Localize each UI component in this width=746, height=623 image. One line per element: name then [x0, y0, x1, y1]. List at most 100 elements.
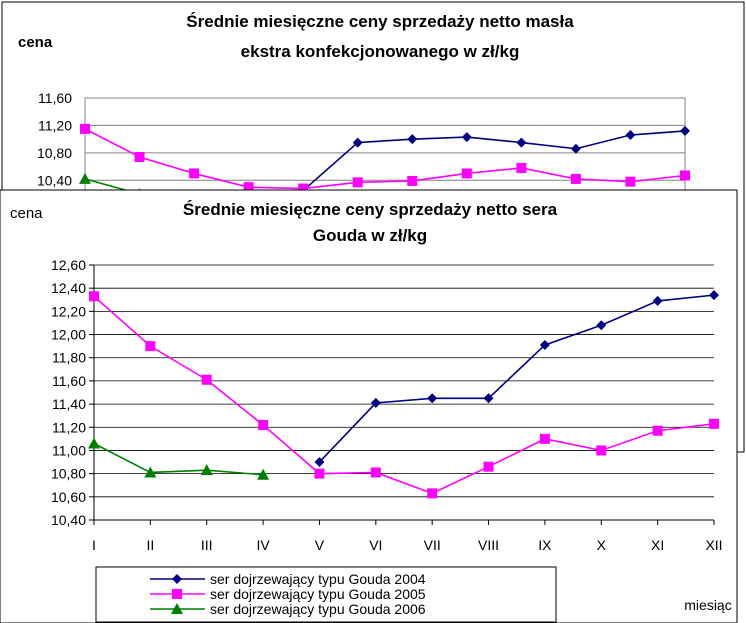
gouda-series-0-point: [652, 295, 663, 306]
butter-series-1-point: [680, 170, 690, 181]
butter-chart-title-line2: ekstra konfekcjonowanego w zł/kg: [241, 42, 520, 61]
gouda-axes: [93, 265, 714, 521]
butter-series-1-point: [80, 123, 90, 134]
gouda-chart-frame: [0, 189, 738, 623]
legend-marker-icon: [171, 603, 183, 614]
butter-y-tick-label: 11,20: [38, 117, 72, 133]
butter-y-tick-label: 11,60: [38, 90, 72, 106]
butter-y-tick-label: 10,80: [37, 145, 72, 161]
gouda-y-tick-label: 12,20: [51, 303, 86, 319]
butter-series-1-point: [298, 183, 309, 194]
gouda-series-2-point: [200, 464, 213, 476]
gouda-series-1-point: [427, 488, 438, 499]
gouda-chart-title-line1: Średnie miesięczne ceny sprzedaży netto …: [183, 200, 558, 219]
gouda-series-1-point: [539, 433, 550, 444]
butter-series-group: [79, 123, 690, 199]
gouda-x-ticks: I II III IV V VI VII VIII IX X XI XII: [92, 520, 723, 553]
gouda-series-1-point: [370, 467, 381, 478]
gouda-series-0-point: [596, 320, 607, 331]
butter-series-0-point: [680, 125, 690, 136]
gouda-series-0-point: [314, 457, 325, 468]
legend-label: ser dojrzewający typu Gouda 2006: [210, 601, 426, 617]
gouda-series-0-point: [370, 397, 381, 408]
legend-marker-icon: [172, 574, 182, 584]
gouda-y-tick-label: 11,00: [52, 442, 86, 458]
gouda-x-tick-label: VIII: [478, 537, 499, 553]
gouda-series-2-point: [257, 468, 270, 480]
legend-marker-icon: [172, 589, 182, 599]
gouda-series-1-point: [89, 291, 99, 302]
gouda-y-ticks: 10,40 10,60 10,80 11,00 11,20 11,40 11,60 11,80…: [51, 257, 86, 528]
gouda-series-0-point: [483, 393, 494, 404]
gouda-series-1-point: [201, 374, 212, 385]
gouda-x-tick-label: VII: [424, 537, 441, 553]
gouda-series-group: [88, 290, 719, 499]
butter-series-1-point: [461, 168, 472, 179]
butter-series-1-point: [243, 182, 254, 193]
legend-entry: ser dojrzewający typu Gouda 2004: [150, 571, 426, 587]
butter-series-1-point: [407, 175, 418, 186]
butter-series-1-point: [625, 176, 636, 187]
butter-series-0-point: [625, 130, 636, 141]
gouda-x-tick-label: II: [146, 537, 154, 553]
gouda-x-tick-label: IV: [256, 537, 270, 553]
gouda-series-0-point: [709, 290, 719, 301]
gouda-y-axis-label: cena: [10, 205, 43, 222]
gouda-x-tick-label: X: [597, 537, 607, 553]
butter-series-1-point: [516, 162, 527, 173]
gouda-y-tick-label: 11,60: [52, 373, 86, 389]
gouda-y-tick-label: 12,00: [51, 327, 86, 343]
butter-series-0-point: [461, 132, 472, 143]
butter-series-0-point: [352, 137, 363, 148]
butter-y-tick-label: 10,40: [37, 172, 72, 188]
gouda-series-2-point: [144, 466, 157, 478]
gouda-series-1-point: [596, 445, 607, 456]
gouda-chart-title-line2: Gouda w zł/kg: [313, 226, 427, 245]
gouda-series-1-line: [93, 295, 715, 495]
butter-series-0-point: [516, 137, 527, 148]
gouda-x-tick-label: V: [315, 537, 325, 553]
gouda-x-tick-label: XI: [651, 537, 664, 553]
gouda-y-tick-label: 10,40: [51, 512, 86, 528]
gouda-series-1-point: [314, 468, 325, 479]
gouda-y-tick-label: 10,60: [51, 489, 86, 505]
gouda-series-1-point: [145, 341, 156, 352]
gouda-series-1-point: [652, 425, 663, 436]
butter-series-0-line: [302, 130, 686, 192]
gouda-y-tick-label: 12,40: [51, 280, 86, 296]
butter-gridlines: [85, 97, 685, 181]
gouda-x-axis-label: miesiąc: [684, 597, 731, 613]
gouda-series-2-line: [93, 442, 264, 476]
gouda-y-tick-label: 10,80: [51, 466, 86, 482]
gouda-y-tick-label: 11,80: [52, 350, 86, 366]
gouda-y-tick-label: 12,60: [51, 257, 86, 273]
legend-label: ser dojrzewający typu Gouda 2004: [210, 571, 426, 587]
butter-chart-title-line1: Średnie miesięczne ceny sprzedaży netto …: [186, 12, 574, 31]
legend-entry: ser dojrzewający typu Gouda 2005: [150, 586, 426, 602]
gouda-x-tick-label: I: [92, 537, 96, 553]
butter-y-axis-label: cena: [18, 34, 53, 51]
gouda-series-1-point: [258, 419, 269, 430]
gouda-x-tick-label: IX: [538, 537, 552, 553]
gouda-x-tick-label: VI: [369, 537, 382, 553]
butter-y-ticks: 10,40 10,80 11,20 11,60: [37, 90, 72, 188]
gouda-series-0-point: [427, 393, 438, 404]
gouda-series-2-point: [88, 437, 100, 449]
gouda-chart: Średnie miesięczne ceny sprzedaży netto …: [0, 189, 738, 623]
gouda-series-0-line: [318, 294, 715, 463]
legend-entry: ser dojrzewający typu Gouda 2006: [150, 601, 426, 617]
butter-series-1-point: [570, 173, 581, 184]
gouda-y-tick-label: 11,20: [52, 419, 86, 435]
butter-series-1-point: [352, 177, 363, 188]
butter-series-1-line: [84, 128, 686, 190]
butter-series-1-point: [134, 151, 145, 162]
gouda-y-tick-label: 11,40: [52, 396, 86, 412]
butter-series-0-point: [407, 134, 418, 145]
butter-series-1-point: [189, 168, 200, 179]
gouda-series-1-point: [483, 461, 494, 472]
gouda-x-tick-label: III: [201, 537, 213, 553]
butter-series-0-point: [570, 143, 581, 154]
legend-label: ser dojrzewający typu Gouda 2005: [210, 586, 426, 602]
